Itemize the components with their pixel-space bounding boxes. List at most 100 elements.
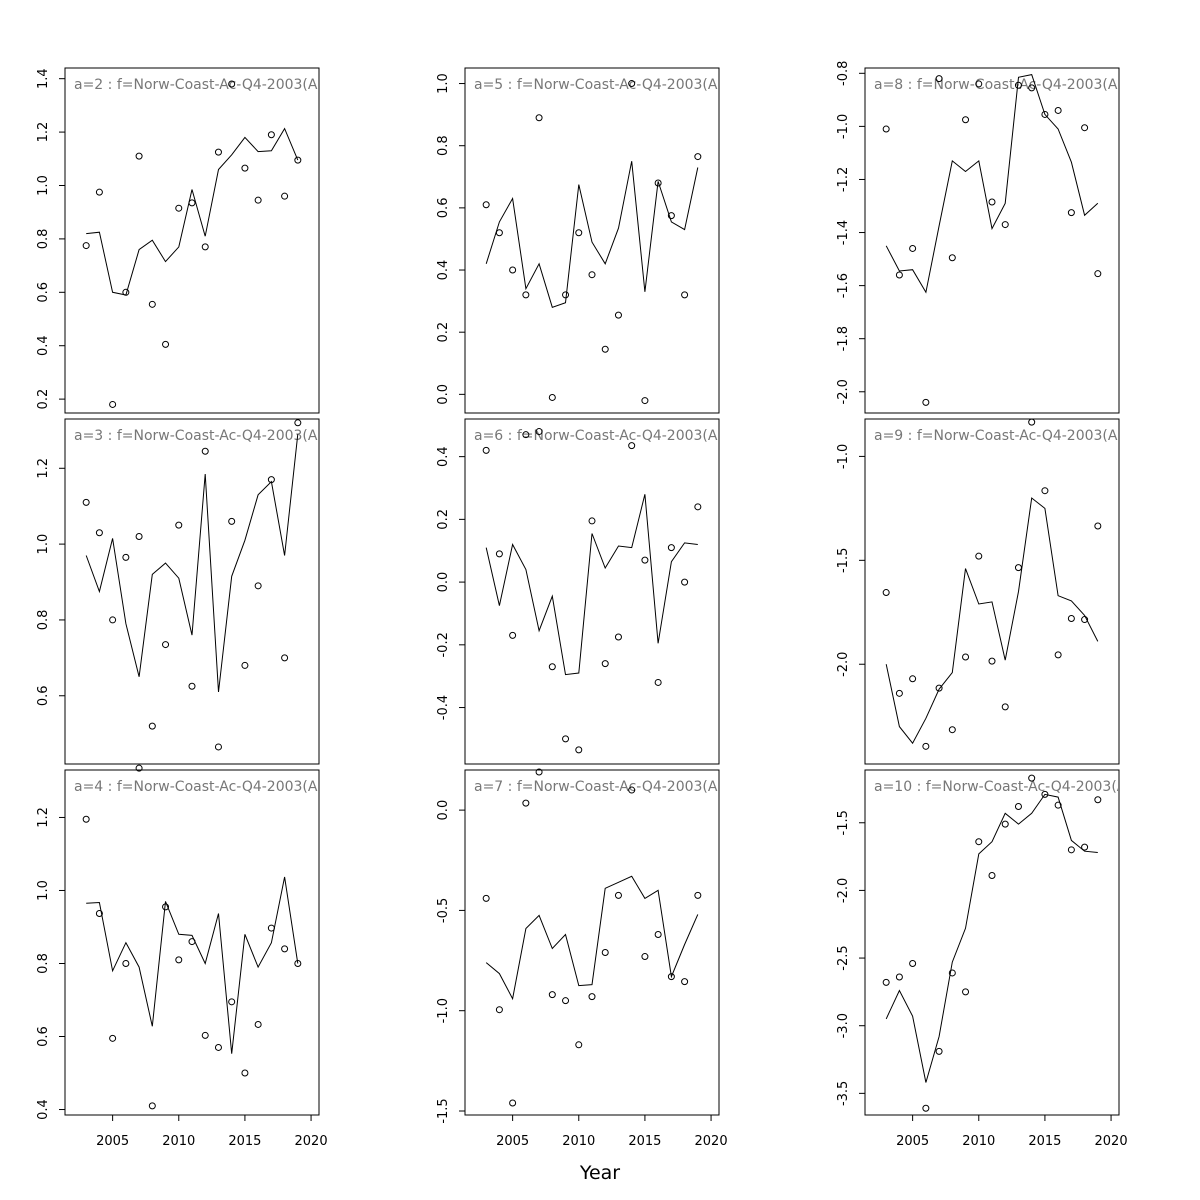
y-tick-label: 0.8 bbox=[36, 610, 51, 631]
observed-point bbox=[614, 891, 622, 899]
panel-frame bbox=[464, 418, 720, 765]
observed-point bbox=[1028, 418, 1036, 426]
y-tick-label: -2.0 bbox=[836, 379, 851, 404]
y-tick-label: 1.0 bbox=[436, 73, 451, 94]
observed-point bbox=[82, 815, 90, 823]
observed-point bbox=[975, 838, 983, 846]
observed-point bbox=[162, 340, 170, 348]
panel-frame bbox=[864, 769, 1120, 1116]
observed-point bbox=[681, 578, 689, 586]
observed-point bbox=[1094, 522, 1102, 530]
observed-point bbox=[948, 969, 956, 977]
observed-point bbox=[694, 153, 702, 161]
observed-point bbox=[548, 393, 556, 401]
observed-point bbox=[175, 521, 183, 529]
observed-point bbox=[241, 1069, 249, 1077]
panel-title: a=6 : f=Norw-Coast-Ac-Q4-2003(Acoustic) bbox=[474, 428, 772, 444]
x-tick-label: 2005 bbox=[96, 1134, 129, 1149]
observed-point bbox=[667, 973, 675, 981]
y-tick-label: 0.4 bbox=[36, 1099, 51, 1120]
observed-point bbox=[135, 152, 143, 160]
panel-8: a=7 : f=Norw-Coast-Ac-Q4-2003(Acoustic) -… bbox=[436, 768, 772, 1149]
panel-frame bbox=[64, 67, 320, 414]
observed-point bbox=[562, 997, 570, 1005]
observed-point bbox=[214, 743, 222, 751]
x-tick-label: 2020 bbox=[695, 1134, 728, 1149]
panel-title: a=9 : f=Norw-Coast-Ac-Q4-2003(Acoustic) bbox=[874, 428, 1172, 444]
observed-point bbox=[922, 742, 930, 750]
observed-point bbox=[681, 291, 689, 299]
y-tick-label: -1.2 bbox=[836, 167, 851, 192]
panel-7: a=4 : f=Norw-Coast-Ac-Q4-2003(Acoustic) 0… bbox=[36, 764, 328, 1149]
observed-point bbox=[135, 764, 143, 772]
observed-point bbox=[201, 243, 209, 251]
observed-point bbox=[1028, 774, 1036, 782]
observed-point bbox=[201, 1031, 209, 1039]
observed-point bbox=[1014, 803, 1022, 811]
observed-point bbox=[495, 550, 503, 558]
observed-point bbox=[267, 924, 275, 932]
fitted-line bbox=[885, 497, 1099, 745]
observed-point bbox=[641, 556, 649, 564]
observed-point bbox=[667, 544, 675, 552]
observed-point bbox=[962, 653, 970, 661]
panel-title: a=3 : f=Norw-Coast-Ac-Q4-2003(Acoustic) bbox=[74, 428, 372, 444]
observed-point bbox=[148, 300, 156, 308]
panel-5: a=6 : f=Norw-Coast-Ac-Q4-2003(Acoustic) -… bbox=[436, 418, 772, 765]
panel-9: a=10 : f=Norw-Coast-Ac-Q4-2003(Acoustic)… bbox=[836, 769, 1128, 1149]
y-tick-label: 0.4 bbox=[436, 260, 451, 281]
observed-point bbox=[175, 204, 183, 212]
y-tick-label: 0.8 bbox=[436, 135, 451, 156]
y-tick-label: 0.4 bbox=[436, 446, 451, 467]
observed-point bbox=[548, 991, 556, 999]
observed-point bbox=[522, 291, 530, 299]
y-tick-label: 0.6 bbox=[36, 685, 51, 706]
observed-point bbox=[281, 945, 289, 953]
observed-point bbox=[188, 199, 196, 207]
observed-point bbox=[482, 446, 490, 454]
x-tick-label: 2015 bbox=[1028, 1134, 1061, 1149]
observed-point bbox=[1001, 703, 1009, 711]
panel-6: a=9 : f=Norw-Coast-Ac-Q4-2003(Acoustic) -… bbox=[836, 418, 1172, 765]
observed-point bbox=[495, 1006, 503, 1014]
panel-title: a=7 : f=Norw-Coast-Ac-Q4-2003(Acoustic) bbox=[474, 779, 772, 795]
observed-point bbox=[694, 891, 702, 899]
observed-point bbox=[975, 80, 983, 88]
x-tick-label: 2005 bbox=[896, 1134, 929, 1149]
observed-point bbox=[988, 198, 996, 206]
panel-4: a=3 : f=Norw-Coast-Ac-Q4-2003(Acoustic) 0… bbox=[36, 418, 372, 765]
observed-point bbox=[895, 689, 903, 697]
observed-point bbox=[82, 242, 90, 250]
y-tick-label: 1.2 bbox=[36, 458, 51, 479]
x-axis-label: Year bbox=[579, 1162, 620, 1184]
y-tick-label: -2.0 bbox=[836, 878, 851, 903]
observed-point bbox=[654, 930, 662, 938]
observed-point bbox=[294, 156, 302, 164]
observed-point bbox=[922, 398, 930, 406]
observed-point bbox=[601, 660, 609, 668]
observed-point bbox=[962, 116, 970, 124]
y-tick-label: 0.4 bbox=[36, 335, 51, 356]
observed-point bbox=[601, 345, 609, 353]
observed-point bbox=[254, 582, 262, 590]
panel-frame bbox=[64, 418, 320, 765]
observed-point bbox=[1081, 843, 1089, 851]
observed-point bbox=[882, 978, 890, 986]
observed-point bbox=[254, 1020, 262, 1028]
y-tick-label: 1.0 bbox=[36, 534, 51, 555]
fitted-line bbox=[485, 494, 698, 676]
observed-point bbox=[628, 442, 636, 450]
observed-point bbox=[1094, 270, 1102, 278]
y-tick-label: -3.5 bbox=[836, 1081, 851, 1106]
observed-point bbox=[1067, 615, 1075, 623]
y-tick-label: -0.5 bbox=[436, 898, 451, 923]
observed-point bbox=[614, 633, 622, 641]
observed-point bbox=[988, 657, 996, 665]
panel-3: a=8 : f=Norw-Coast-Ac-Q4-2003(Acoustic) -… bbox=[836, 61, 1120, 414]
observed-point bbox=[522, 431, 530, 439]
observed-point bbox=[895, 271, 903, 279]
fitted-line bbox=[85, 434, 299, 693]
observed-point bbox=[241, 164, 249, 172]
observed-point bbox=[95, 529, 103, 537]
